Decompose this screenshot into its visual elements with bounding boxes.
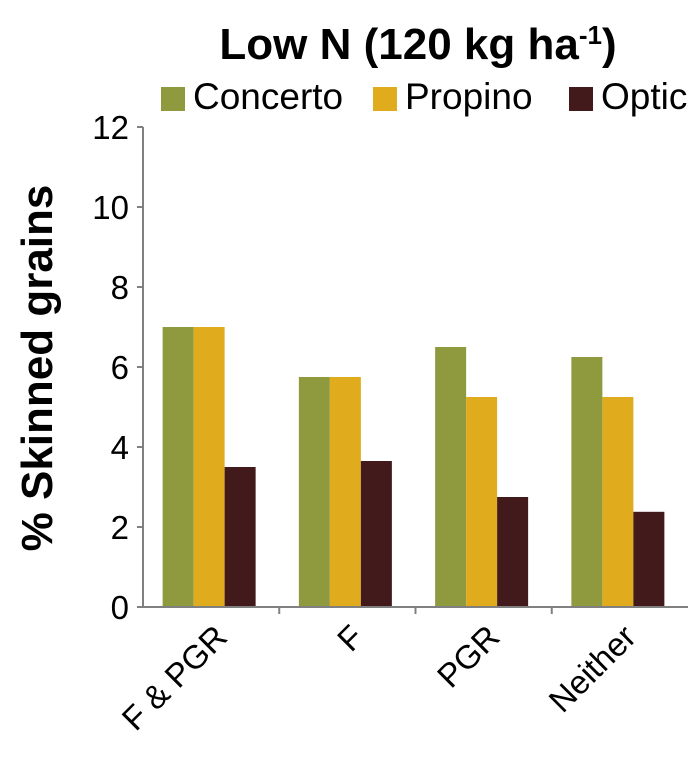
chart-title-superscript: -1 (579, 20, 602, 50)
chart-title-suffix: ) (602, 20, 617, 69)
x-tick-label: PGR (430, 618, 507, 695)
x-tick-label: F (330, 618, 370, 658)
y-tick-label: 0 (111, 589, 129, 626)
chart-title-main: Low N (120 kg ha (219, 20, 579, 69)
bar-optic (633, 511, 665, 607)
y-axis-ticks: 0 2 4 6 8 10 12 (92, 109, 143, 626)
bar-concerto (571, 357, 603, 607)
bar-optic (497, 497, 529, 607)
bar-optic (224, 467, 256, 607)
x-tick-label: F & PGR (115, 618, 235, 738)
bars (162, 327, 665, 607)
legend-label-propino: Propino (405, 76, 533, 117)
legend-label-optic: Optic (601, 76, 687, 117)
bar-propino (193, 327, 225, 607)
chart-title: Low N (120 kg ha-1) (219, 20, 616, 69)
y-axis-title: % Skinned grains (13, 185, 62, 552)
legend-label-concerto: Concerto (193, 76, 343, 117)
legend-swatch-propino (373, 87, 397, 111)
legend-swatch-optic (569, 87, 593, 111)
y-tick-label: 12 (92, 109, 129, 146)
legend-swatch-concerto (161, 87, 185, 111)
x-tick-label: Neither (541, 618, 642, 719)
y-tick-label: 6 (111, 349, 129, 386)
bar-propino (466, 397, 498, 607)
y-tick-label: 10 (92, 189, 129, 226)
x-axis-ticks: F & PGR F PGR Neither (115, 607, 643, 737)
bar-propino (329, 377, 361, 607)
y-tick-label: 8 (111, 269, 129, 306)
y-tick-label: 4 (111, 429, 129, 466)
y-tick-label: 2 (111, 509, 129, 546)
bar-optic (360, 461, 392, 607)
legend: Concerto Propino Optic (161, 76, 687, 117)
bar-concerto (435, 347, 467, 607)
bar-concerto (162, 327, 194, 607)
bar-concerto (298, 377, 330, 607)
bar-propino (602, 397, 634, 607)
